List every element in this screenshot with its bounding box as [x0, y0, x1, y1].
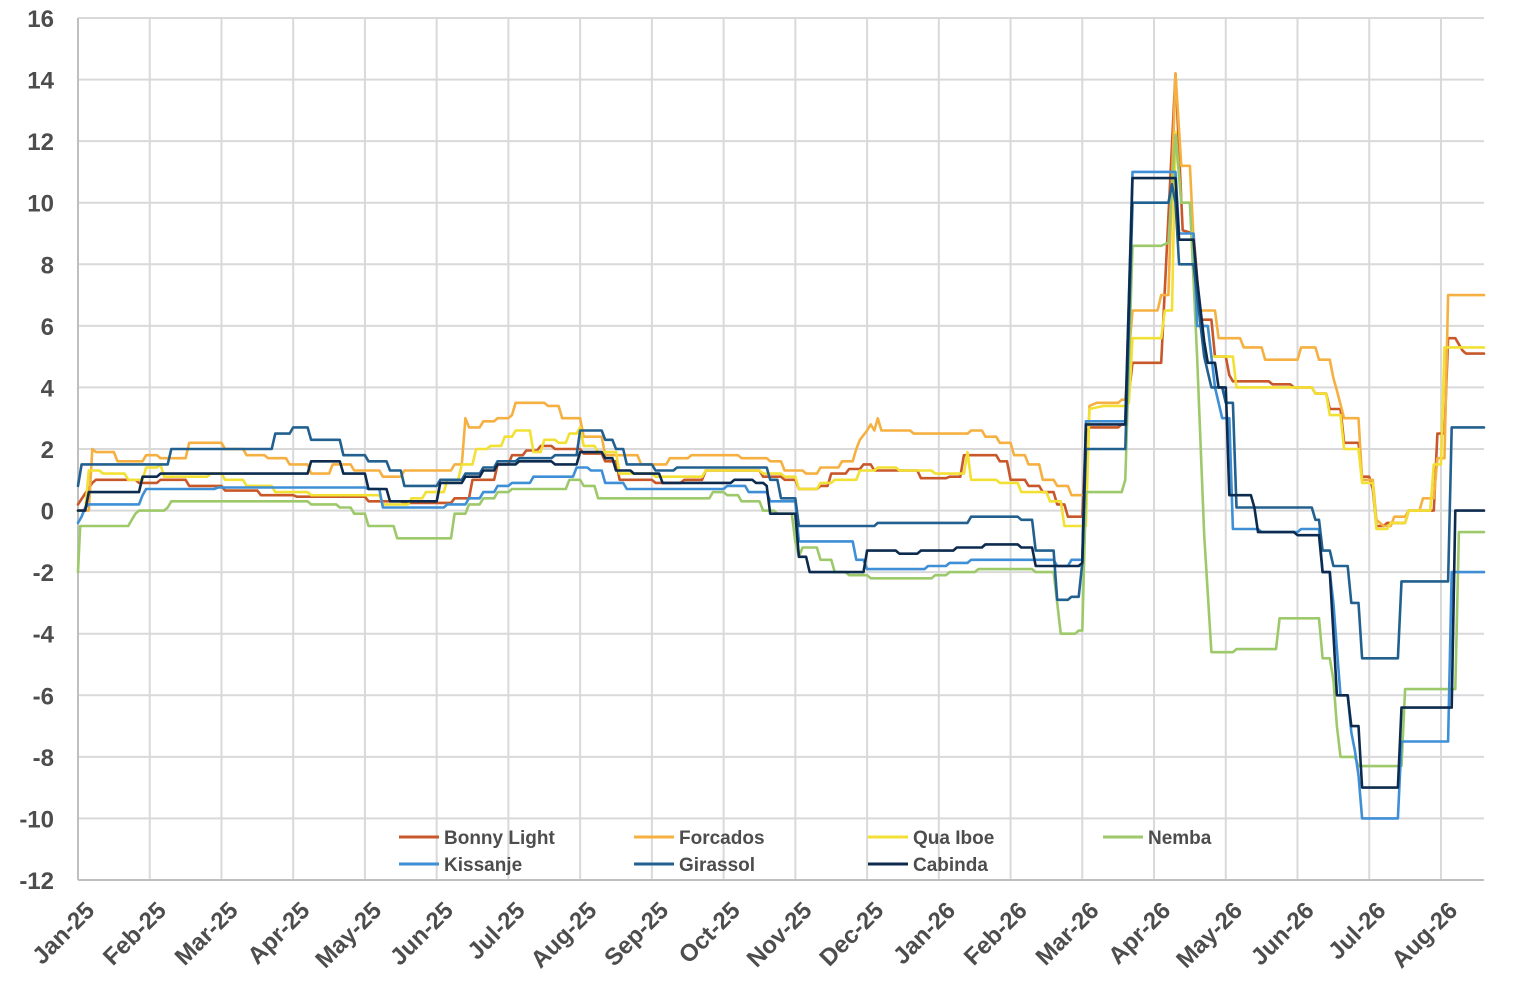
legend: Bonny Light Forcados Qua Iboe Nemba Kissanje…	[399, 828, 1212, 876]
x-tick-label: Apr-25	[242, 897, 315, 970]
y-tick-label: 16	[27, 6, 54, 33]
x-tick-label: Nov-25	[742, 897, 818, 973]
x-tick-label: Mar-26	[1031, 897, 1105, 971]
x-tick-label: Feb-25	[98, 897, 172, 971]
x-tick-label: Jun-25	[385, 897, 459, 971]
x-tick-label: Jan-26	[888, 897, 961, 970]
grid-layer	[77, 17, 1484, 881]
series-line-girassol	[76, 182, 1486, 660]
y-tick-label: 6	[41, 314, 54, 341]
series-line-forcados	[76, 72, 1486, 528]
axis-layer	[77, 18, 1484, 881]
x-tick-label: Sep-25	[599, 897, 674, 972]
x-tick-label: Aug-26	[1386, 897, 1463, 974]
legend-label-cabinda: Cabinda	[913, 855, 988, 876]
y-tick-label: 8	[41, 252, 54, 279]
x-tick-label: May-25	[310, 897, 387, 974]
y-tick-label: 0	[41, 499, 54, 526]
x-tick-label: Mar-25	[170, 897, 244, 971]
y-tick-label: -8	[33, 745, 54, 772]
y-tick-label: -6	[33, 683, 54, 710]
legend-label-girassol: Girassol	[679, 855, 755, 876]
y-tick-label: 12	[27, 129, 54, 156]
x-tick-label: Jul-26	[1323, 897, 1391, 965]
series-line-cabinda	[76, 176, 1486, 789]
x-tick-label: Jun-26	[1246, 897, 1320, 971]
y-tick-label: -4	[33, 622, 55, 649]
y-axis-tick-labels: 16 14 12 10 8 6 4 2 0 -2 -4 -6 -8 -10 -12	[19, 6, 54, 895]
series-layer	[76, 72, 1486, 820]
y-tick-label: -10	[19, 806, 54, 833]
y-tick-label: 10	[27, 191, 54, 218]
y-tick-label: -12	[19, 868, 54, 895]
legend-label-bonny-light: Bonny Light	[444, 828, 555, 849]
y-tick-label: 14	[27, 68, 54, 95]
x-tick-label: Jan-25	[27, 897, 100, 970]
series-line-nemba	[76, 133, 1486, 768]
series-line-qua-iboe	[76, 130, 1486, 531]
y-tick-label: 2	[41, 437, 54, 464]
x-tick-label: Jul-25	[462, 897, 530, 965]
y-tick-label: -2	[33, 560, 54, 587]
legend-label-nemba: Nemba	[1148, 828, 1212, 849]
legend-label-forcados: Forcados	[679, 828, 765, 849]
x-tick-label: Dec-25	[814, 897, 889, 972]
legend-label-kissanje: Kissanje	[444, 855, 522, 876]
y-tick-label: 4	[41, 375, 55, 402]
x-tick-label: May-26	[1171, 897, 1248, 974]
legend-label-qua-iboe: Qua Iboe	[913, 828, 994, 849]
x-tick-label: Feb-26	[959, 897, 1033, 971]
x-tick-label: Apr-26	[1103, 897, 1176, 970]
x-tick-label: Oct-25	[674, 897, 746, 969]
x-tick-label: Aug-25	[526, 897, 603, 974]
